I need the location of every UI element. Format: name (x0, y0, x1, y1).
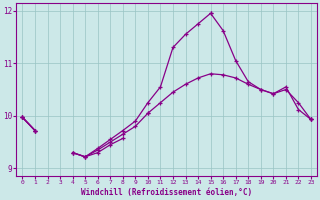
X-axis label: Windchill (Refroidissement éolien,°C): Windchill (Refroidissement éolien,°C) (81, 188, 252, 197)
